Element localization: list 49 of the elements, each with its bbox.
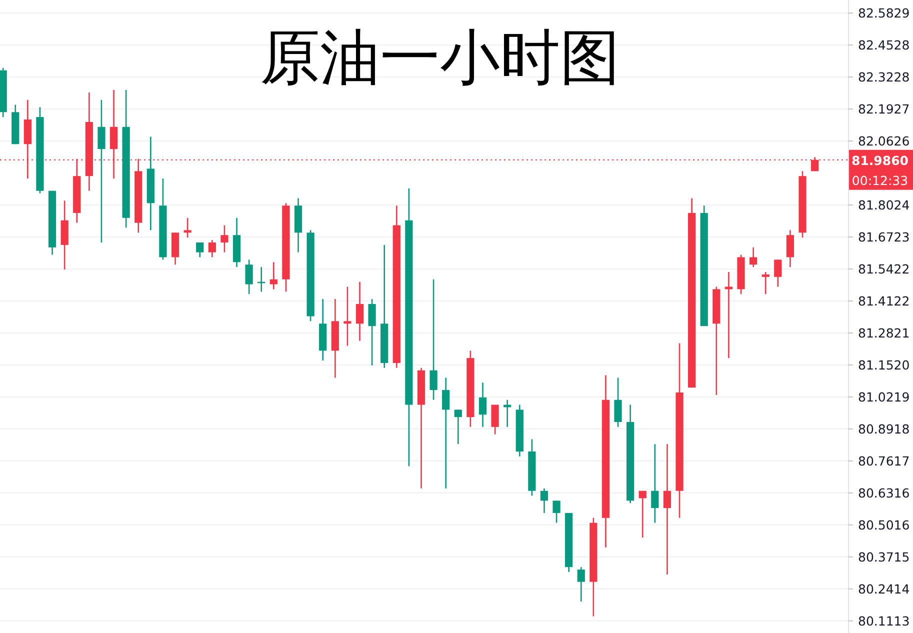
- y-tick-label: 82.5829: [858, 6, 910, 21]
- y-tick-label: 80.3715: [858, 549, 910, 564]
- y-tick-label: 81.4122: [858, 293, 910, 308]
- candlestick: [184, 217, 192, 238]
- candlestick: [208, 239, 216, 258]
- ref-line-label: 81.9860: [852, 152, 909, 168]
- candlestick: [356, 281, 364, 342]
- candlestick: [491, 404, 499, 435]
- candlestick: [540, 488, 548, 514]
- y-tick-label: 80.5016: [858, 517, 910, 532]
- candlestick: [774, 259, 782, 288]
- candlestick: [762, 271, 770, 295]
- y-tick-label: 80.8918: [858, 421, 910, 436]
- y-tick-label: 80.1113: [858, 613, 910, 628]
- candlestick: [98, 99, 106, 244]
- candlestick: [368, 298, 376, 366]
- candlestick: [614, 377, 622, 428]
- y-tick-label: 81.2821: [858, 325, 910, 340]
- candlestick: [638, 490, 646, 538]
- candlestick: [442, 377, 450, 490]
- text: 00:12:33: [852, 172, 908, 188]
- y-tick-label: 82.3228: [858, 70, 910, 85]
- y-tick-label: 81.5422: [858, 261, 910, 276]
- candlestick: [220, 224, 228, 253]
- candlestick: [663, 443, 672, 576]
- y-tick-label: 80.7617: [858, 453, 910, 468]
- candlestick: [651, 443, 659, 524]
- candlestick: [724, 271, 733, 359]
- candlestick: [552, 500, 560, 524]
- candlestick: [430, 278, 438, 401]
- candlestick: [786, 230, 794, 268]
- candlestick: [478, 382, 487, 428]
- y-tick-label: 80.6316: [858, 485, 910, 500]
- candlestick: [749, 246, 758, 268]
- candlestick: [196, 242, 204, 258]
- y-tick-label: 81.6723: [858, 229, 910, 244]
- candlestick: [245, 259, 253, 295]
- candlestick: [577, 566, 585, 602]
- y-tick-label: 81.1520: [858, 357, 910, 372]
- y-tick-label: 81.0219: [858, 389, 910, 404]
- y-tick-label: 82.4528: [858, 38, 910, 53]
- candlestick: [344, 286, 352, 346]
- y-tick-label: 81.8024: [858, 198, 910, 212]
- y-tick-label: 82.0626: [858, 134, 910, 149]
- y-tick-label: 82.1927: [858, 102, 910, 117]
- candlestick: [270, 262, 278, 290]
- candlestick: [454, 409, 462, 445]
- y-tick-label: 80.2414: [858, 581, 910, 596]
- chart-title: 原油一小时图: [260, 23, 620, 93]
